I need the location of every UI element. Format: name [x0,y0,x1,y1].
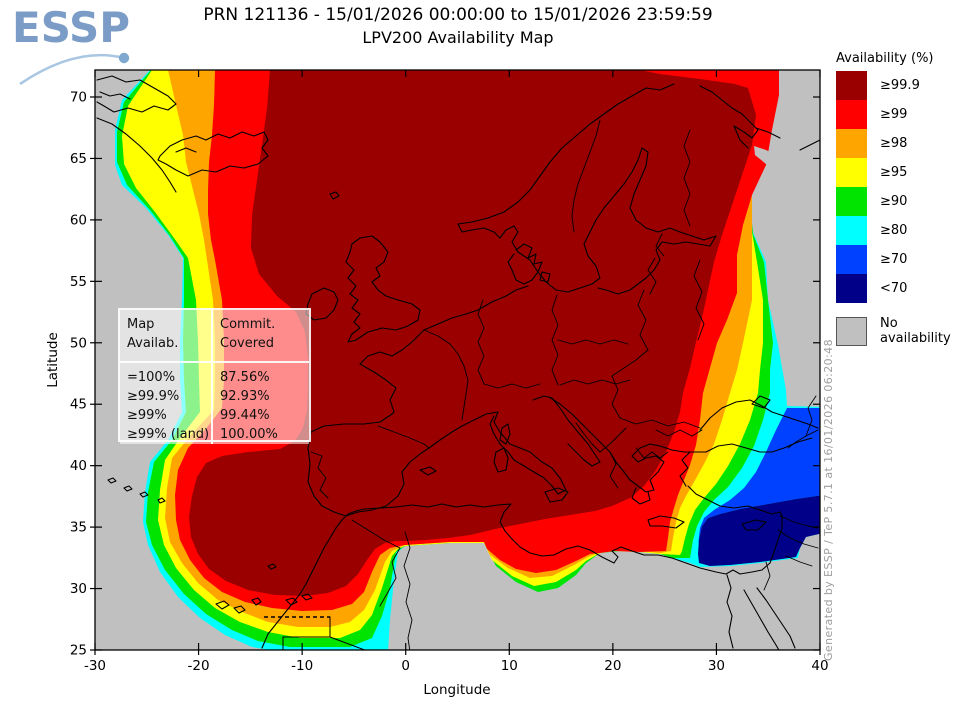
svg-text:40: 40 [811,658,828,674]
legend-item-label: ≥99.9 [880,78,920,93]
svg-text:40: 40 [70,458,87,474]
stats-values-column: 87.56% 92.93% 99.44% 100.00% [213,363,309,444]
svg-text:55: 55 [70,274,87,290]
legend-item: ≥99.9 [836,71,960,100]
axis-tick-labels: -30 -20 -10 0 10 20 30 40 25 30 35 40 45 50 55 60 65 70 [70,90,829,675]
svg-text:30: 30 [70,581,87,597]
svg-text:45: 45 [70,397,87,413]
legend-swatch [836,100,867,129]
y-axis-label: Latitude [45,332,61,388]
legend-swatch [836,129,867,158]
legend-item: ≥90 [836,187,960,216]
legend-item-label: ≥80 [880,223,908,238]
stats-covered-value: 100.00% [220,427,278,442]
title-line-2: LPV200 Availability Map [362,28,554,47]
legend-item: ≥98 [836,129,960,158]
title-line-1: PRN 121136 - 15/01/2026 00:00:00 to 15/0… [203,5,713,25]
band-ge70 [698,408,820,545]
stats-levels-column: =100% ≥99.9% ≥99% ≥99% (land) [120,363,213,444]
axis-ticks [90,70,821,655]
svg-text:35: 35 [70,520,87,536]
svg-text:65: 65 [70,151,87,167]
legend-item-label: <70 [880,281,908,296]
legend-title: Availability (%) [836,51,934,66]
svg-text:-20: -20 [188,658,210,674]
legend-swatch [836,274,867,303]
legend-item: ≥99 [836,100,960,129]
svg-text:-10: -10 [291,658,313,674]
legend-no-availability: No availability [836,316,960,346]
essp-logo-swoosh [19,52,130,86]
legend-item-label: ≥98 [880,136,908,151]
svg-text:70: 70 [70,90,87,106]
stats-covered-value: 99.44% [220,408,270,423]
coastlines [96,75,820,650]
svg-text:25: 25 [70,643,87,659]
svg-text:0: 0 [401,658,410,674]
x-axis-label: Longitude [423,682,490,698]
legend-item: ≥80 [836,216,960,245]
white-sea-notch [754,146,798,177]
legend-item-label: ≥95 [880,165,908,180]
legend: Availability (%) ≥99.9 ≥99 ≥98 ≥95 ≥90 ≥80 ≥70… [836,51,960,346]
svg-text:10: 10 [501,658,518,674]
stats-level-value: ≥99% [127,408,167,423]
band-lt70 [698,495,820,566]
no-availability-swatch [836,316,867,346]
stats-level-value: ≥99% (land) [127,427,210,442]
legend-item: ≥95 [836,158,960,187]
stats-covered-value: 87.56% [220,370,270,385]
svg-text:-30: -30 [84,658,106,674]
availability-stats-box: Map Availab. Commit. Covered =100% ≥99.9% ≥9… [118,308,311,444]
svg-text:60: 60 [70,212,87,228]
stats-header-line: Commit. [220,317,276,332]
legend-item-label: ≥70 [880,252,908,267]
no-availability-label: No availability [880,316,951,346]
legend-item-label: ≥90 [880,194,908,209]
svg-text:50: 50 [70,335,87,351]
legend-swatch [836,245,867,274]
essp-logo: ESSP [12,6,142,86]
stats-header-line: Map [127,317,155,332]
legend-item: <70 [836,274,960,303]
band-ge999 [189,70,756,596]
svg-text:30: 30 [708,658,725,674]
stats-header-left: Map Availab. [120,310,213,363]
legend-item-label: ≥99 [880,107,908,122]
stats-level-value: =100% [127,370,176,385]
stats-level-value: ≥99.9% [127,389,180,404]
generated-watermark: Generated by ESSP / TeP 5.7.1 at 16/01/2… [822,339,835,661]
stats-header-line: Covered [220,336,275,351]
legend-colorbar: ≥99.9 ≥99 ≥98 ≥95 ≥90 ≥80 ≥70 <70 [836,71,960,303]
essp-logo-text: ESSP [12,3,131,52]
availability-bands [96,70,820,650]
legend-swatch [836,158,867,187]
figure-title: PRN 121136 - 15/01/2026 00:00:00 to 15/0… [130,4,786,49]
legend-swatch [836,71,867,100]
svg-text:20: 20 [604,658,621,674]
map-frame [94,69,821,651]
legend-swatch [836,187,867,216]
legend-swatch [836,216,867,245]
stats-header-right: Commit. Covered [213,310,309,363]
legend-item: ≥70 [836,245,960,274]
stats-header-line: Availab. [127,336,179,351]
stats-covered-value: 92.93% [220,389,270,404]
